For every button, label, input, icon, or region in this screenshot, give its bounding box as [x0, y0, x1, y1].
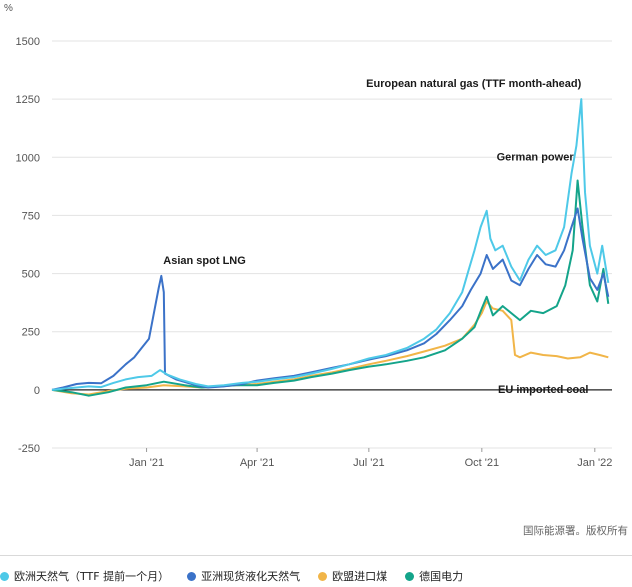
series-line-lng [51, 207, 610, 391]
y-tick-label: 1250 [16, 94, 40, 106]
x-tick-label: Jul '21 [353, 457, 384, 469]
annotation-ttf: European natural gas (TTF month-ahead) [366, 78, 581, 90]
legend-label: 德国电力 [419, 570, 464, 583]
source-credit: 国际能源署。版权所有 [523, 525, 628, 537]
legend-swatch [187, 571, 197, 581]
legend-swatch [318, 571, 328, 581]
legend: 欧洲天然气（TTF 提前一个月） 亚洲现货液化天然气 欧盟进口煤 德国电力 [0, 568, 481, 584]
legend-item-power: 德国电力 [405, 568, 463, 584]
x-tick-label: Oct '21 [465, 457, 500, 469]
x-tick-label: Apr '21 [240, 457, 275, 469]
x-tick-label: Jan '21 [129, 457, 164, 469]
annotation-lng: Asian spot LNG [163, 255, 246, 267]
series-line-coal [51, 300, 609, 396]
legend-swatch [0, 571, 9, 581]
y-tick-label: 250 [22, 327, 40, 339]
y-tick-label: 0 [34, 385, 40, 397]
y-axis-ticks: -250 0 250 500 750 1000 1250 1500 [16, 36, 40, 455]
legend-item-lng: 亚洲现货液化天然气 [187, 568, 300, 584]
gridlines [52, 40, 612, 449]
legend-label: 欧洲天然气（TTF 提前一个月） [14, 570, 170, 583]
y-tick-label: 1000 [16, 152, 40, 164]
legend-item-coal: 欧盟进口煤 [318, 568, 387, 584]
legend-swatch [405, 571, 415, 581]
y-tick-label: 1500 [16, 36, 40, 48]
x-axis-ticks: Jan '21 Apr '21 Jul '21 Oct '21 Jan '22 [129, 448, 612, 469]
y-tick-label: -250 [18, 443, 40, 455]
series-lines [51, 98, 610, 397]
annotation-power: German power [497, 152, 575, 164]
series-line-ttf [51, 98, 610, 391]
y-tick-label: 750 [22, 210, 40, 222]
y-unit-label: % [4, 3, 13, 14]
annotations: European natural gas (TTF month-ahead) Ge… [163, 78, 588, 396]
line-chart: -250 0 250 500 750 1000 1250 1500 Jan '21 Apr '2… [4, 3, 612, 469]
legend-label: 亚洲现货液化天然气 [201, 570, 301, 583]
legend-label: 欧盟进口煤 [332, 570, 388, 583]
x-tick-label: Jan '22 [577, 457, 612, 469]
annotation-coal: EU imported coal [498, 384, 588, 396]
series-line-power [51, 179, 610, 397]
y-tick-label: 500 [22, 269, 40, 281]
legend-divider [0, 555, 632, 556]
legend-item-ttf: 欧洲天然气（TTF 提前一个月） [0, 568, 169, 584]
